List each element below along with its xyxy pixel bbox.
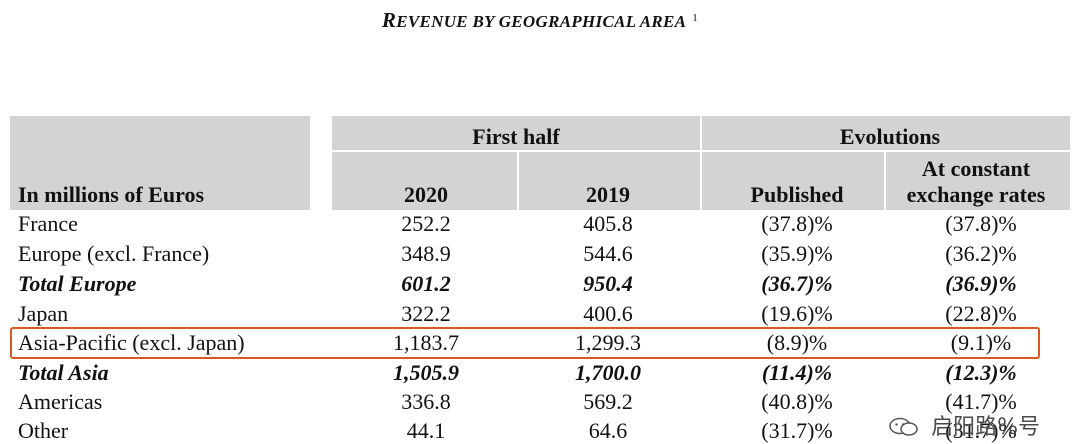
header-bg-first-half	[332, 116, 700, 210]
value-constant: (37.8)%	[945, 211, 1017, 236]
header-divider-v3	[884, 152, 886, 210]
value-2020: 252.2	[401, 211, 451, 236]
value-2020: 336.8	[401, 389, 451, 414]
row-label: Europe (excl. France)	[18, 241, 210, 266]
row-label: Total Asia	[18, 360, 109, 385]
value-2020: 322.2	[401, 301, 451, 326]
value-constant: (31.7)%	[945, 418, 1017, 443]
value-2020: 44.1	[406, 418, 446, 443]
header-constant-line2: exchange rates	[906, 182, 1046, 207]
value-2019: 1,700.0	[575, 360, 641, 385]
value-2020: 348.9	[401, 241, 451, 266]
value-published: (11.4)%	[761, 360, 833, 385]
watermark-text: 启阳路%号	[931, 415, 1040, 440]
row-label: Japan	[18, 301, 69, 326]
value-2020: 1,505.9	[393, 360, 459, 385]
value-constant: (36.2)%	[945, 241, 1017, 266]
value-2020: 1,183.7	[393, 330, 459, 355]
row-label: France	[18, 211, 78, 236]
title-initial: R	[381, 8, 397, 32]
value-constant: (22.8)%	[945, 301, 1017, 326]
value-published: (36.7)%	[761, 271, 833, 296]
header-divider-v2	[700, 116, 702, 210]
value-2019: 569.2	[583, 389, 633, 414]
wechat-icon	[889, 417, 918, 436]
value-published: (8.9)%	[766, 330, 828, 355]
value-2020: 601.2	[401, 271, 451, 296]
value-2019: 400.6	[583, 301, 633, 326]
value-published: (19.6)%	[761, 301, 833, 326]
value-2019: 544.6	[583, 241, 633, 266]
header-evolutions: Evolutions	[839, 124, 941, 149]
value-constant: (41.7)%	[945, 389, 1017, 414]
table-title: REVENUE BY GEOGRAPHICAL AREA 1	[0, 8, 1080, 33]
title-footnote: 1	[692, 11, 699, 24]
header-2020: 2020	[404, 182, 448, 207]
header-2019: 2019	[586, 182, 630, 207]
value-2019: 950.4	[583, 271, 633, 296]
value-2019: 1,299.3	[575, 330, 641, 355]
row-label: Americas	[18, 389, 103, 414]
value-2019: 405.8	[583, 211, 633, 236]
value-published: (31.7)%	[761, 418, 833, 443]
header-constant-line1: At constant	[921, 156, 1031, 181]
row-label: Total Europe	[18, 271, 137, 296]
value-constant: (9.1)%	[950, 330, 1012, 355]
value-published: (37.8)%	[761, 211, 833, 236]
header-first-half: First half	[472, 124, 560, 149]
title-text: EVENUE BY GEOGRAPHICAL AREA	[396, 12, 687, 31]
value-constant: (12.3)%	[945, 360, 1017, 385]
header-published: Published	[750, 182, 844, 207]
header-divider-v1	[517, 152, 519, 210]
header-bg-label	[10, 116, 310, 210]
row-label: Asia-Pacific (excl. Japan)	[18, 330, 245, 355]
value-published: (40.8)%	[761, 389, 833, 414]
value-published: (35.9)%	[761, 241, 833, 266]
value-2019: 64.6	[588, 418, 628, 443]
highlight-box	[10, 327, 1040, 359]
value-constant: (36.9)%	[945, 271, 1017, 296]
row-label: Other	[18, 418, 69, 443]
header-row-label: In millions of Euros	[18, 182, 205, 207]
